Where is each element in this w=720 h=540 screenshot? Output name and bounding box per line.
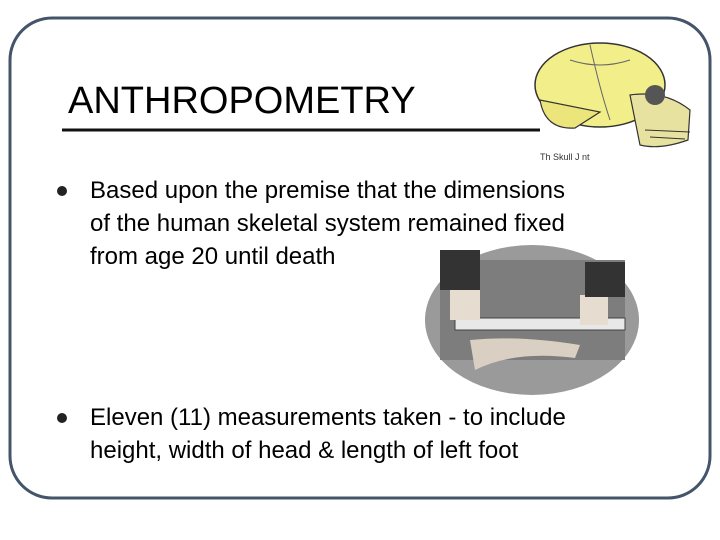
slide-frame <box>8 16 712 500</box>
bullet-line: from age 20 until death <box>90 243 336 270</box>
bullet-line: Eleven (11) measurements taken - to incl… <box>90 404 566 431</box>
skull-image <box>534 42 691 148</box>
bullet-dot <box>57 413 67 423</box>
bullet-dot <box>57 186 67 196</box>
bullet-text: Based upon the premise that the dimensio… <box>90 174 565 273</box>
measurement-photo <box>425 245 639 395</box>
image-caption: Th Skull J nt <box>540 152 590 162</box>
slide-title: ANTHROPOMETRY <box>68 80 416 122</box>
bullet-line: of the human skeletal system remained fi… <box>90 210 565 237</box>
bullet-line: height, width of head & length of left f… <box>90 437 519 464</box>
bullet-line: Based upon the premise that the dimensio… <box>90 177 565 204</box>
bullet-text: Eleven (11) measurements taken - to incl… <box>90 401 566 467</box>
